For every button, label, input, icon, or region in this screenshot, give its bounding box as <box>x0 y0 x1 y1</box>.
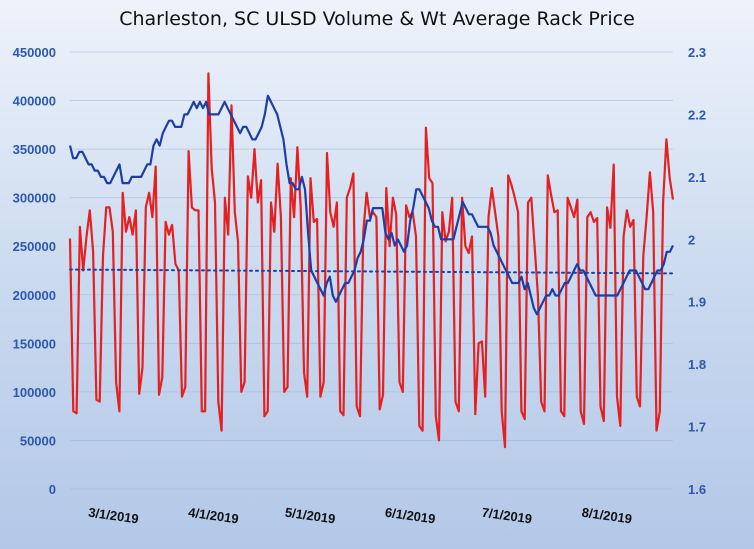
volume-line <box>68 72 675 449</box>
y-right-tick-label: 2.3 <box>688 45 706 60</box>
y-left-tick-label: 250000 <box>13 239 56 254</box>
y-right-tick-label: 2 <box>688 232 695 247</box>
y-right-tick-label: 2.1 <box>688 170 706 185</box>
y-left-tick-label: 350000 <box>13 142 56 157</box>
y-left-tick-label: 150000 <box>13 336 56 351</box>
y-left-tick-label: 400000 <box>13 94 56 109</box>
y-right-tick-label: 1.6 <box>688 482 706 497</box>
x-tick-label: 5/1/2019 <box>284 505 336 527</box>
y-left-tick-label: 100000 <box>13 385 56 400</box>
y-left-tick-label: 450000 <box>13 45 56 60</box>
volume-trendline <box>69 268 674 275</box>
y-left-tick-label: 50000 <box>20 433 56 448</box>
y-right-tick-label: 1.9 <box>688 295 706 310</box>
y-left-tick-label: 200000 <box>13 288 56 303</box>
chart-title: Charleston, SC ULSD Volume & Wt Average … <box>119 8 635 30</box>
y-right-tick-label: 1.7 <box>688 420 706 435</box>
y-right-tick-label: 2.2 <box>688 107 706 122</box>
x-tick-label: 6/1/2019 <box>384 505 436 527</box>
y-left-tick-label: 0 <box>49 482 56 497</box>
x-tick-label: 4/1/2019 <box>187 505 239 527</box>
price-line <box>68 94 674 316</box>
y-left-tick-label: 300000 <box>13 191 56 206</box>
x-tick-label: 7/1/2019 <box>481 505 533 527</box>
x-tick-label: 8/1/2019 <box>581 505 633 527</box>
y-right-tick-label: 1.8 <box>688 357 706 372</box>
x-tick-label: 3/1/2019 <box>87 505 139 527</box>
